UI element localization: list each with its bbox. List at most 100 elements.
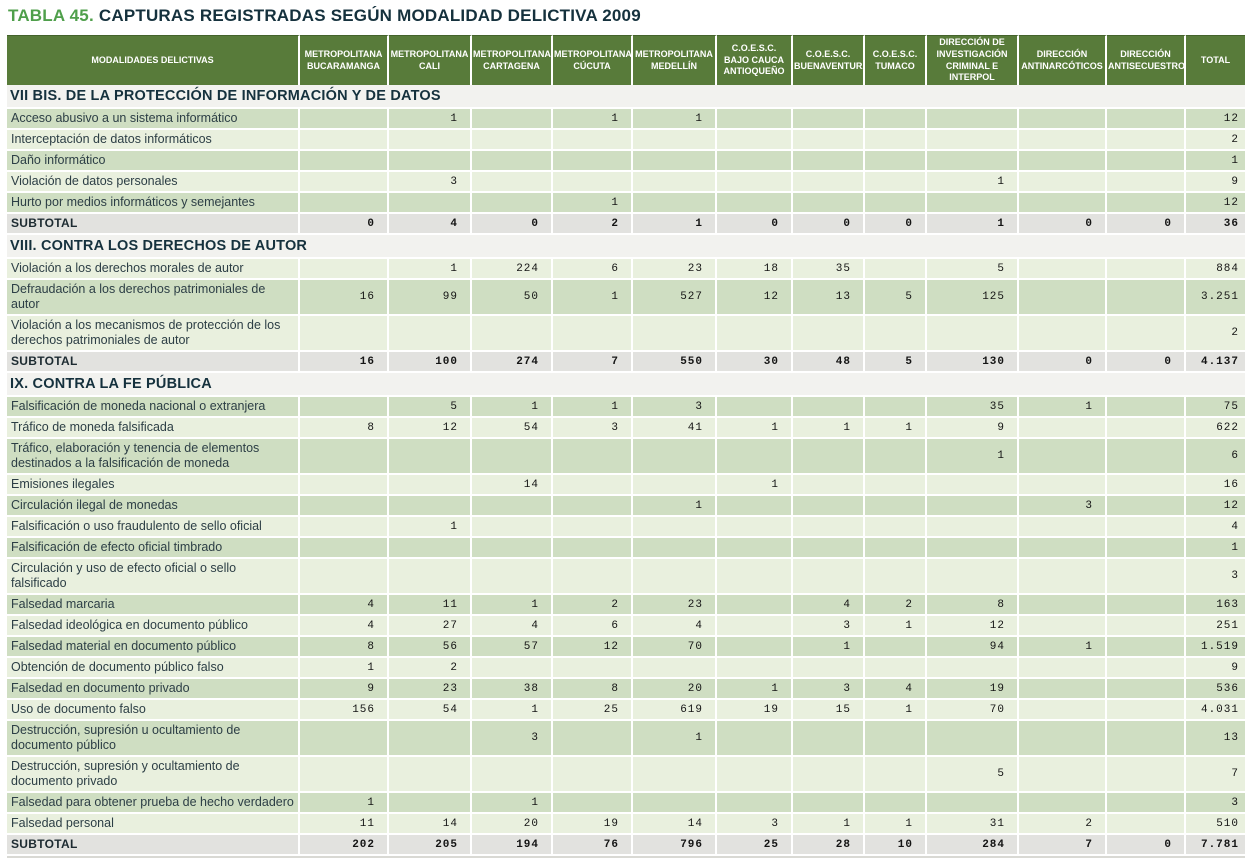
value-cell: 3 — [389, 172, 472, 193]
modality-label: Falsedad material en documento público — [7, 637, 300, 658]
value-cell — [1107, 538, 1186, 559]
value-cell — [927, 109, 1019, 130]
value-cell — [300, 517, 389, 538]
value-cell — [717, 172, 793, 193]
value-cell — [1019, 679, 1107, 700]
modality-label: Emisiones ilegales — [7, 475, 300, 496]
value-cell — [300, 496, 389, 517]
total-cell: 4.031 — [1186, 700, 1245, 721]
value-cell — [865, 397, 927, 418]
value-cell — [472, 151, 553, 172]
value-cell — [717, 517, 793, 538]
table-body: VII BIS. DE LA PROTECCIÓN DE INFORMACIÓN… — [7, 85, 1245, 856]
section-row: IX. CONTRA LA FE PÚBLICA — [7, 373, 1245, 397]
value-cell — [927, 475, 1019, 496]
value-cell — [1019, 151, 1107, 172]
total-cell: 1.519 — [1186, 637, 1245, 658]
value-cell: 1 — [300, 658, 389, 679]
value-cell — [927, 130, 1019, 151]
value-cell — [793, 475, 865, 496]
value-cell: 23 — [633, 259, 717, 280]
value-cell — [1019, 658, 1107, 679]
value-cell: 4 — [389, 214, 472, 235]
value-cell: 1 — [472, 595, 553, 616]
value-cell: 1 — [865, 616, 927, 637]
value-cell — [927, 538, 1019, 559]
value-cell — [1019, 616, 1107, 637]
value-cell: 0 — [865, 214, 927, 235]
total-cell: 13 — [1186, 721, 1245, 757]
total-cell: 12 — [1186, 193, 1245, 214]
table-row: Falsedad personal 11 14 20 19 14 3 1 1 31 2 510 — [7, 814, 1245, 835]
modality-label: Violación a los mecanismos de protección… — [7, 316, 300, 352]
header-row: MODALIDADES DELICTIVAS METROPOLITANA BUCA… — [7, 35, 1245, 85]
value-cell: 23 — [389, 679, 472, 700]
value-cell: 16 — [300, 352, 389, 373]
captures-table: MODALIDADES DELICTIVAS METROPOLITANA BUCA… — [7, 35, 1245, 858]
value-cell — [389, 538, 472, 559]
value-cell — [927, 316, 1019, 352]
value-cell: 1 — [553, 193, 633, 214]
value-cell — [1019, 595, 1107, 616]
value-cell: 12 — [389, 418, 472, 439]
value-cell: 1 — [927, 172, 1019, 193]
value-cell: 1 — [865, 418, 927, 439]
total-cell: 12 — [1186, 496, 1245, 517]
value-cell: 35 — [793, 259, 865, 280]
value-cell — [553, 559, 633, 595]
value-cell: 4 — [633, 616, 717, 637]
modality-label: Falsedad en documento privado — [7, 679, 300, 700]
value-cell — [300, 559, 389, 595]
modality-label: Violación a los derechos morales de auto… — [7, 259, 300, 280]
value-cell — [1019, 130, 1107, 151]
column-header: DIRECCIÓN ANTISECUESTRO — [1107, 35, 1186, 85]
value-cell — [865, 130, 927, 151]
value-cell: 4 — [300, 595, 389, 616]
value-cell — [793, 496, 865, 517]
table-row: Defraudación a los derechos patrimoniale… — [7, 280, 1245, 316]
value-cell: 18 — [717, 259, 793, 280]
value-cell — [865, 439, 927, 475]
value-cell: 796 — [633, 835, 717, 856]
value-cell — [472, 658, 553, 679]
value-cell — [1019, 538, 1107, 559]
total-cell: 163 — [1186, 595, 1245, 616]
value-cell — [1019, 559, 1107, 595]
value-cell — [389, 151, 472, 172]
value-cell: 9 — [300, 679, 389, 700]
value-cell — [1107, 151, 1186, 172]
value-cell — [1019, 475, 1107, 496]
table-row: Falsificación de moneda nacional o extra… — [7, 397, 1245, 418]
value-cell: 1 — [927, 439, 1019, 475]
value-cell — [1019, 280, 1107, 316]
total-cell: 1 — [1186, 538, 1245, 559]
modality-label: Destrucción, supresión u ocultamiento de… — [7, 721, 300, 757]
value-cell: 2 — [865, 595, 927, 616]
value-cell — [717, 151, 793, 172]
value-cell: 1 — [389, 517, 472, 538]
column-header: C.O.E.S.C. TUMACO — [865, 35, 927, 85]
modality-label: Falsificación de efecto oficial timbrado — [7, 538, 300, 559]
value-cell — [927, 193, 1019, 214]
value-cell — [633, 559, 717, 595]
total-cell: 7.781 — [1186, 835, 1245, 856]
value-cell: 70 — [927, 700, 1019, 721]
value-cell: 1 — [717, 418, 793, 439]
value-cell — [1107, 616, 1186, 637]
table-row: Acceso abusivo a un sistema informático 1… — [7, 109, 1245, 130]
value-cell — [1107, 595, 1186, 616]
value-cell — [1107, 193, 1186, 214]
value-cell — [553, 538, 633, 559]
value-cell: 4 — [793, 595, 865, 616]
value-cell: 76 — [553, 835, 633, 856]
value-cell: 1 — [633, 214, 717, 235]
value-cell: 8 — [553, 679, 633, 700]
value-cell — [1107, 721, 1186, 757]
value-cell — [1107, 172, 1186, 193]
modality-label: Tráfico de moneda falsificada — [7, 418, 300, 439]
value-cell: 27 — [389, 616, 472, 637]
value-cell — [927, 151, 1019, 172]
value-cell: 9 — [927, 418, 1019, 439]
column-header: METROPOLITANA CARTAGENA — [472, 35, 553, 85]
